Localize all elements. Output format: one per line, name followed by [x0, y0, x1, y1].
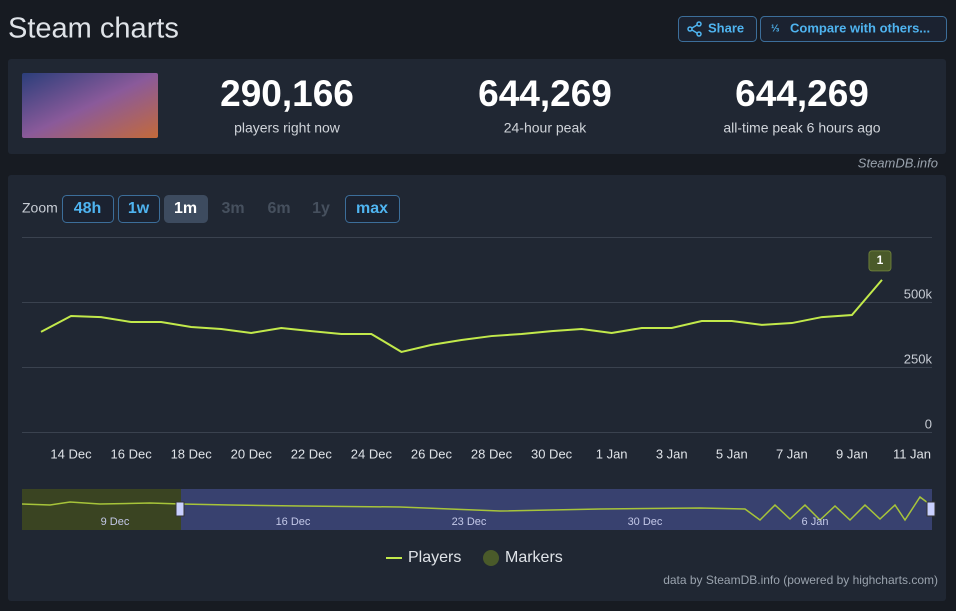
zoom-button-label[interactable]: 1w	[128, 200, 150, 217]
x-tick-label: 22 Dec	[291, 446, 333, 461]
x-tick-label: 5 Jan	[716, 446, 748, 461]
navigator-line	[21, 495, 933, 522]
y-tick-label: 0	[925, 416, 932, 431]
zoom-button[interactable]	[164, 195, 208, 223]
zoom-button-label[interactable]: max	[356, 200, 388, 217]
compare-label[interactable]: Compare with others...	[790, 20, 930, 35]
legend-label[interactable]: Players	[408, 549, 461, 566]
zoom-button[interactable]	[62, 195, 114, 223]
series-line	[40, 279, 883, 353]
stat-label: players right now	[234, 120, 341, 136]
x-tick-label: 1 Jan	[596, 446, 628, 461]
stat-value: 644,269	[735, 73, 869, 114]
x-tick-label: 18 Dec	[171, 446, 213, 461]
x-tick-label: 20 Dec	[231, 446, 273, 461]
stat-label: all-time peak 6 hours ago	[723, 120, 880, 136]
x-tick-label: 3 Jan	[656, 446, 688, 461]
stat-label: 24-hour peak	[504, 120, 588, 136]
stats-panel	[8, 59, 946, 154]
x-tick-label: 9 Jan	[836, 446, 868, 461]
zoom-button-label[interactable]: 48h	[74, 200, 102, 217]
stat-value: 644,269	[478, 73, 612, 114]
zoom-button-label: 1y	[312, 200, 330, 217]
stat-value: 290,166	[220, 73, 354, 114]
chart-panel	[8, 175, 946, 601]
y-tick-label: 250k	[904, 351, 933, 366]
zoom-button-label: 3m	[221, 200, 244, 217]
zoom-button-label: 6m	[267, 200, 290, 217]
y-tick-label: 500k	[904, 286, 933, 301]
x-tick-label: 28 Dec	[471, 446, 513, 461]
compare-button[interactable]	[760, 16, 947, 42]
legend-label[interactable]: Markers	[505, 549, 563, 566]
navigator-label: 9 Dec	[101, 516, 130, 528]
zoom-button[interactable]	[345, 195, 400, 223]
footer-credit: data by SteamDB.info (powered by highcha…	[663, 573, 938, 587]
page-title: Steam charts	[8, 13, 179, 45]
x-tick-label: 26 Dec	[411, 446, 453, 461]
navigator-unselected	[22, 489, 181, 530]
legend-marker-icon	[483, 550, 499, 566]
navigator-label: 16 Dec	[276, 516, 311, 528]
share-label[interactable]: Share	[708, 20, 744, 35]
x-tick-label: 16 Dec	[111, 446, 153, 461]
navigator-handle[interactable]	[926, 501, 936, 517]
zoom-button-label[interactable]: 1m	[174, 200, 197, 217]
navigator-label: 30 Dec	[628, 516, 663, 528]
game-thumbnail	[22, 73, 158, 138]
navigator-label: 6 Jan	[802, 516, 829, 528]
x-tick-label: 11 Jan	[893, 446, 931, 461]
compare-icon: ⅓	[771, 24, 779, 35]
x-tick-label: 14 Dec	[50, 446, 92, 461]
navigator-label: 23 Dec	[452, 516, 487, 528]
navigator-handle[interactable]	[175, 501, 185, 517]
x-tick-label: 7 Jan	[776, 446, 808, 461]
marker-flag-label: 1	[877, 253, 884, 267]
source-watermark: SteamDB.info	[858, 155, 938, 170]
x-tick-label: 30 Dec	[531, 446, 573, 461]
zoom-button[interactable]	[118, 195, 160, 223]
marker-flag[interactable]	[868, 250, 892, 272]
share-icon	[687, 21, 702, 37]
zoom-label: Zoom	[22, 200, 58, 216]
x-tick-label: 24 Dec	[351, 446, 393, 461]
